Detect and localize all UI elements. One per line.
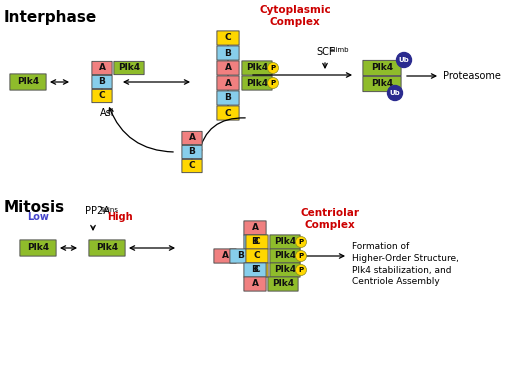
FancyBboxPatch shape	[89, 240, 125, 256]
Text: SCF: SCF	[316, 47, 334, 57]
Text: A: A	[251, 279, 259, 289]
FancyBboxPatch shape	[246, 249, 268, 263]
Text: C: C	[253, 251, 260, 260]
FancyBboxPatch shape	[242, 76, 272, 90]
FancyBboxPatch shape	[217, 76, 239, 90]
Text: Mitosis: Mitosis	[4, 200, 65, 215]
Text: C: C	[253, 266, 260, 275]
Text: B: B	[238, 251, 244, 260]
Text: Plk4: Plk4	[27, 244, 49, 253]
FancyBboxPatch shape	[363, 76, 401, 92]
FancyBboxPatch shape	[270, 249, 300, 263]
Text: Plk4: Plk4	[272, 279, 294, 289]
Text: P: P	[298, 253, 304, 259]
Text: A: A	[224, 78, 231, 87]
Text: Plk4: Plk4	[371, 64, 393, 73]
Text: A: A	[251, 224, 259, 232]
FancyBboxPatch shape	[246, 235, 268, 249]
FancyBboxPatch shape	[92, 89, 112, 103]
FancyBboxPatch shape	[363, 60, 401, 76]
Circle shape	[396, 52, 412, 67]
Text: Low: Low	[27, 212, 49, 222]
Circle shape	[267, 62, 279, 74]
Text: Ub: Ub	[399, 57, 410, 63]
Text: C: C	[225, 33, 231, 42]
Text: A: A	[224, 64, 231, 73]
Text: Plk4: Plk4	[274, 237, 296, 247]
FancyBboxPatch shape	[217, 91, 239, 105]
FancyBboxPatch shape	[242, 61, 272, 75]
FancyBboxPatch shape	[92, 76, 112, 89]
Text: Plk4: Plk4	[118, 64, 140, 73]
Text: Interphase: Interphase	[4, 10, 97, 25]
FancyBboxPatch shape	[244, 235, 266, 249]
Text: Plk4: Plk4	[17, 77, 39, 87]
FancyBboxPatch shape	[182, 145, 202, 158]
Text: C: C	[253, 237, 260, 247]
Text: High: High	[107, 212, 133, 222]
Text: P: P	[298, 267, 304, 273]
Text: C: C	[225, 109, 231, 118]
FancyBboxPatch shape	[114, 61, 144, 75]
FancyBboxPatch shape	[246, 263, 268, 277]
Text: Centriolar
Complex: Centriolar Complex	[301, 208, 359, 230]
FancyBboxPatch shape	[244, 277, 266, 291]
FancyBboxPatch shape	[20, 240, 56, 256]
Circle shape	[388, 86, 402, 100]
FancyBboxPatch shape	[182, 131, 202, 145]
FancyBboxPatch shape	[92, 61, 112, 75]
Text: Proteasome: Proteasome	[443, 71, 501, 81]
FancyBboxPatch shape	[217, 31, 239, 45]
Text: B: B	[251, 237, 259, 247]
Text: Cytoplasmic
Complex: Cytoplasmic Complex	[259, 5, 331, 27]
Text: P: P	[270, 80, 275, 86]
Text: A: A	[188, 134, 196, 142]
FancyBboxPatch shape	[217, 106, 239, 120]
Text: Plk4: Plk4	[274, 266, 296, 275]
FancyBboxPatch shape	[217, 61, 239, 75]
FancyBboxPatch shape	[270, 263, 300, 277]
FancyBboxPatch shape	[214, 249, 236, 263]
Text: A: A	[222, 251, 228, 260]
Text: B: B	[99, 77, 105, 87]
FancyBboxPatch shape	[230, 249, 252, 263]
Text: Plk4: Plk4	[96, 244, 118, 253]
FancyBboxPatch shape	[270, 235, 300, 249]
Text: A: A	[98, 64, 105, 73]
Text: B: B	[188, 148, 196, 157]
Text: Slimb: Slimb	[329, 47, 349, 53]
Text: Plk4: Plk4	[246, 64, 268, 73]
Text: Plk4: Plk4	[274, 251, 296, 260]
FancyBboxPatch shape	[244, 221, 266, 235]
FancyBboxPatch shape	[268, 277, 298, 291]
FancyBboxPatch shape	[10, 74, 46, 90]
Text: Ub: Ub	[390, 90, 400, 96]
Text: P: P	[270, 65, 275, 71]
Text: Twins: Twins	[99, 207, 118, 213]
FancyBboxPatch shape	[244, 263, 266, 277]
Text: Asl: Asl	[100, 108, 114, 118]
Text: C: C	[189, 161, 195, 170]
Text: PP2A: PP2A	[85, 206, 110, 216]
FancyBboxPatch shape	[182, 159, 202, 173]
Text: C: C	[99, 92, 105, 100]
Text: Plk4: Plk4	[371, 80, 393, 89]
Text: P: P	[298, 239, 304, 245]
Text: Plk4: Plk4	[246, 78, 268, 87]
Text: Formation of
Higher-Order Structure,
Plk4 stabilization, and
Centriole Assembly: Formation of Higher-Order Structure, Plk…	[352, 242, 459, 286]
Circle shape	[295, 237, 307, 247]
Text: B: B	[225, 93, 231, 103]
Text: B: B	[251, 266, 259, 275]
FancyBboxPatch shape	[217, 46, 239, 60]
Circle shape	[295, 250, 307, 262]
Text: B: B	[225, 48, 231, 58]
Circle shape	[295, 264, 307, 276]
Circle shape	[267, 77, 279, 89]
